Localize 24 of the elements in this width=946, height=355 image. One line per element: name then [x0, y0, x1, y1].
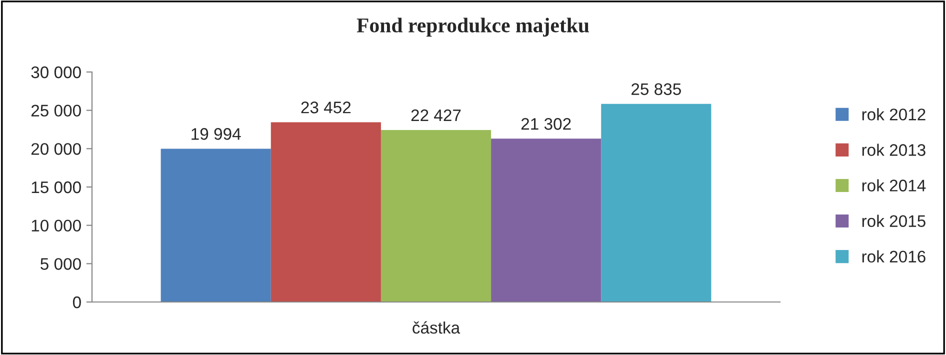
- bar: [491, 138, 602, 302]
- data-label: 19 994: [192, 128, 241, 140]
- legend-label: rok 2015: [862, 214, 926, 228]
- bar: [160, 148, 271, 302]
- bar: [601, 104, 712, 302]
- legend-label: rok 2016: [862, 250, 926, 263]
- bar: [270, 122, 381, 302]
- data-label: 25 835: [632, 83, 681, 96]
- y-tick-label: 5 000: [40, 258, 81, 270]
- y-tick-label: 25 000: [31, 104, 81, 117]
- y-tick-label: 0: [72, 296, 81, 308]
- y-tick-label: 20 000: [31, 143, 81, 155]
- bar: [380, 130, 492, 302]
- data-label: 21 302: [521, 118, 571, 130]
- y-tick-label: 10 000: [32, 220, 81, 232]
- legend-label: rok 2013: [862, 144, 926, 156]
- y-tick-label: 15 000: [32, 181, 81, 194]
- chart-title: Fond reprodukce majetku: [356, 18, 589, 37]
- x-tick-label: částka: [412, 321, 460, 334]
- legend-label: rok 2012: [862, 108, 926, 120]
- legend-label: rok 2014: [862, 179, 926, 192]
- y-tick-label: 30 000: [31, 66, 81, 78]
- data-label: 22 427: [411, 109, 461, 122]
- data-label: 23 452: [301, 102, 351, 114]
